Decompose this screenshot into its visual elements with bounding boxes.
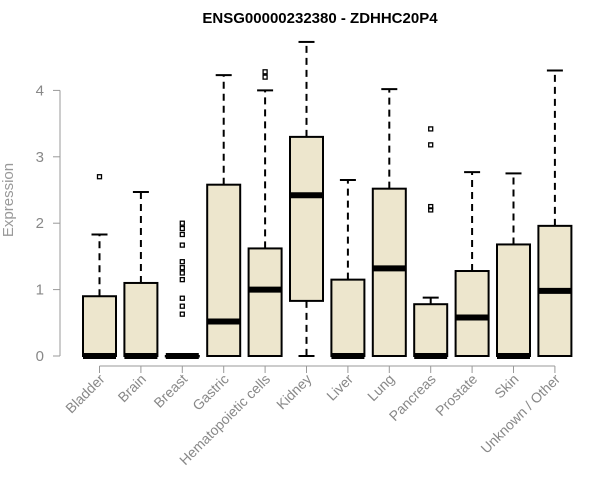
outlier-point: [179, 265, 185, 271]
box-pancreas: [413, 126, 449, 359]
x-tick-label: Prostate: [432, 371, 480, 419]
box-brain: [123, 190, 159, 359]
outlier-point: [428, 126, 434, 132]
x-tick-label: Bladder: [62, 371, 108, 417]
y-tick-label: 1: [36, 282, 44, 299]
outlier-point: [179, 270, 185, 276]
y-tick-label: 4: [36, 82, 44, 99]
outlier-point: [428, 142, 434, 148]
box-iqr: [206, 183, 242, 357]
box-liver: [330, 179, 366, 359]
outlier-point: [179, 303, 185, 309]
outlier-point: [179, 276, 185, 283]
box-iqr: [123, 281, 159, 357]
chart-title: ENSG00000232380 - ZDHHC20P4: [202, 10, 438, 27]
outlier-point: [262, 69, 268, 75]
box-iqr: [496, 243, 531, 357]
box-iqr: [413, 303, 449, 358]
x-tick-label: Lung: [364, 371, 397, 404]
x-tick-label: Kidney: [273, 371, 315, 413]
x-tick-label: Brain: [115, 371, 149, 405]
box-iqr: [371, 187, 407, 357]
outlier-point: [179, 242, 185, 248]
x-tick-label: Liver: [323, 371, 356, 404]
outlier-point: [428, 207, 434, 213]
y-tick-label: 2: [36, 215, 44, 232]
x-tick-label: Breast: [150, 371, 190, 411]
box-iqr: [247, 247, 283, 358]
box-iqr: [330, 278, 366, 358]
box-breast: [164, 220, 200, 359]
outlier-point: [179, 231, 185, 238]
outlier-point: [262, 74, 268, 80]
y-axis-label: Expression: [0, 163, 17, 237]
x-tick-label: Skin: [491, 371, 522, 402]
box-prostate: [454, 171, 490, 357]
outlier-point: [179, 295, 185, 301]
outlier-point: [179, 311, 185, 317]
outlier-point: [179, 259, 185, 265]
box-skin: [496, 172, 531, 359]
box-hematopoietic-cells: [247, 69, 283, 358]
outlier-point: [428, 203, 434, 210]
x-tick-label: Unknown / Other: [477, 371, 563, 457]
y-tick-label: 3: [36, 149, 44, 166]
boxes-group: [82, 40, 573, 359]
box-iqr: [289, 135, 324, 302]
y-axis: 0 1 2 3 4: [36, 82, 61, 365]
box-bladder: [82, 174, 117, 359]
y-tick-label: 0: [36, 348, 44, 365]
outlier-point: [96, 174, 103, 180]
outlier-point: [179, 225, 185, 232]
box-kidney: [289, 40, 324, 357]
box-lung: [371, 88, 407, 357]
box-iqr: [454, 270, 490, 357]
outlier-point: [179, 220, 185, 226]
box-gastric: [206, 74, 242, 357]
box-unknown-other: [537, 69, 573, 357]
box-iqr: [82, 295, 117, 357]
